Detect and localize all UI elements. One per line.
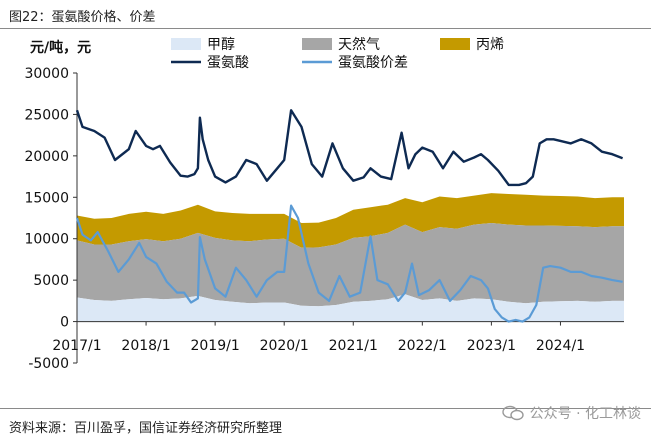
propylene-area: [77, 193, 624, 248]
y-tick-label: 0: [60, 315, 69, 331]
x-tick-label: 2018/1: [121, 338, 170, 354]
watermark: 公众号 · 化工林谈: [501, 403, 641, 423]
legend-methanol-label: 甲醇: [207, 36, 235, 53]
legend-methionine-label: 蛋氨酸: [207, 55, 249, 71]
figure-title: 图22：蛋氨酸价格、价差: [9, 10, 156, 25]
x-tick-label: 2017/1: [52, 338, 101, 354]
x-tick-label: 2020/1: [260, 338, 309, 354]
y-tick-label: 30000: [24, 66, 69, 82]
legend-propylene-swatch: [440, 38, 470, 50]
wechat-icon: [501, 405, 524, 421]
x-tick-label: 2019/1: [190, 338, 239, 354]
lines: [75, 109, 624, 323]
axes: -5000 0 5000 10000 15000 20000 25000 30000 2017/…: [24, 66, 624, 372]
spread-line: [75, 204, 623, 323]
x-tick-label: 2023/1: [467, 338, 516, 354]
x-tick-label: 2021/1: [329, 338, 378, 354]
top-rule: [0, 28, 651, 29]
y-tick-label: -5000: [28, 356, 69, 372]
y-tick-label: 15000: [24, 190, 69, 206]
legend-natural-gas-label: 天然气: [338, 36, 380, 53]
watermark-text: 公众号 · 化工林谈: [529, 406, 641, 422]
stacked-areas: [77, 193, 624, 322]
legend-spread-label: 蛋氨酸价差: [338, 55, 408, 71]
x-tick-label: 2022/1: [398, 338, 447, 354]
legend-propylene-label: 丙烯: [476, 37, 504, 53]
source-note: 资料来源：百川盈孚，国信证券经济研究所整理: [9, 421, 283, 436]
bottom-rule: [0, 408, 651, 409]
legend-natural-gas-swatch: [302, 38, 332, 50]
x-tick-label: 2024/1: [536, 338, 585, 354]
y-tick-label: 5000: [33, 273, 69, 289]
legend-methanol-swatch: [171, 38, 201, 50]
methanol-area: [77, 294, 624, 322]
methionine-line: [75, 109, 624, 187]
y-tick-label: 25000: [24, 107, 69, 123]
y-tick-label: 20000: [24, 149, 69, 165]
y-axis-label: 元/吨，元: [30, 39, 91, 56]
y-tick-label: 10000: [24, 232, 69, 248]
